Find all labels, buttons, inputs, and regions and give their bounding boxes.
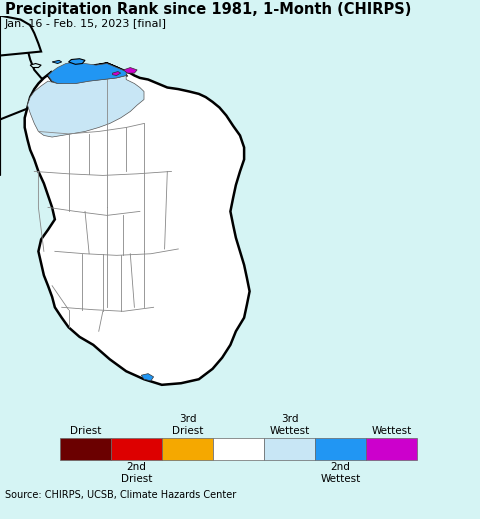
Polygon shape [69, 59, 85, 64]
Bar [213, 438, 264, 460]
Polygon shape [24, 63, 250, 385]
Text: 2nd
Driest: 2nd Driest [121, 462, 152, 484]
Polygon shape [27, 75, 144, 137]
Bar [366, 438, 417, 460]
Text: Source: CHIRPS, UCSB, Climate Hazards Center: Source: CHIRPS, UCSB, Climate Hazards Ce… [5, 490, 236, 500]
Text: Precipitation Rank since 1981, 1-Month (CHIRPS): Precipitation Rank since 1981, 1-Month (… [5, 2, 411, 17]
Bar [60, 438, 111, 460]
Polygon shape [112, 72, 120, 75]
Text: Driest: Driest [70, 426, 101, 436]
Bar [315, 438, 366, 460]
Polygon shape [141, 374, 154, 381]
Text: 3rd
Driest: 3rd Driest [172, 415, 203, 436]
Bar [162, 438, 213, 460]
Polygon shape [0, 16, 41, 56]
Polygon shape [48, 62, 126, 84]
Bar [264, 438, 315, 460]
Polygon shape [123, 67, 137, 73]
Polygon shape [30, 63, 41, 67]
Text: 2nd
Wettest: 2nd Wettest [320, 462, 360, 484]
Text: Jan. 16 - Feb. 15, 2023 [final]: Jan. 16 - Feb. 15, 2023 [final] [5, 19, 167, 29]
Bar [111, 438, 162, 460]
Polygon shape [52, 60, 62, 63]
Text: 3rd
Wettest: 3rd Wettest [269, 415, 310, 436]
Text: Wettest: Wettest [372, 426, 412, 436]
Polygon shape [0, 16, 52, 175]
